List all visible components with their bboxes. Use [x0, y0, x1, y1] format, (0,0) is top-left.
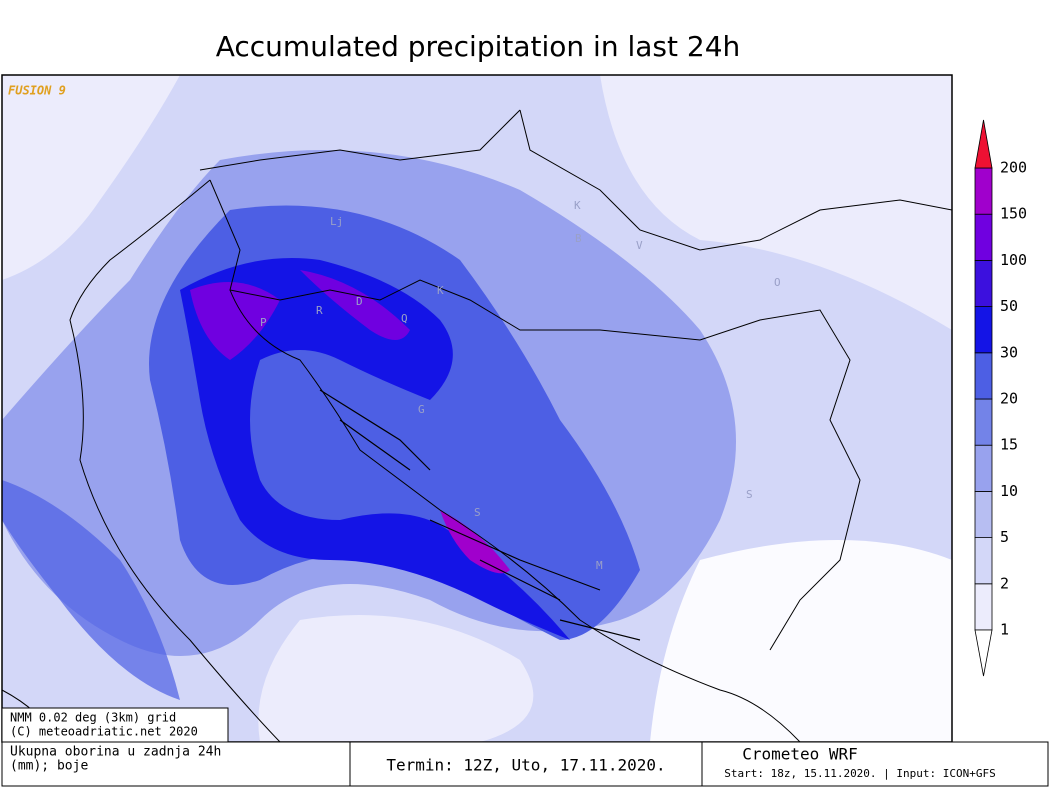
city-label: S	[474, 506, 481, 519]
coastline	[69, 179, 281, 742]
colorbar-band	[974, 213, 993, 261]
footer-description: Ukupna oborina u zadnja 24h	[10, 745, 221, 760]
city-label: D	[356, 295, 363, 308]
colorbar-band	[974, 444, 993, 492]
colorbar-label: 10	[1000, 482, 1018, 500]
very-heavy-area	[440, 510, 510, 574]
colorbar-band	[974, 167, 993, 215]
footer	[1, 741, 1049, 787]
title: Accumulated precipitation in last 24h	[216, 30, 741, 63]
watermark: FUSION 9	[8, 84, 66, 98]
colorbar-under	[974, 629, 993, 677]
border	[519, 109, 952, 251]
city-label: R	[316, 304, 323, 317]
very-heavy-area	[300, 270, 410, 340]
colorbar-label: 30	[1000, 343, 1018, 361]
light-area	[2, 75, 180, 280]
colorbar: 1 2 5 10 15 20 30 50 100 150 200	[974, 119, 1027, 677]
islands	[319, 389, 641, 641]
colorbar-over	[974, 119, 993, 169]
city-label: Lj	[330, 215, 343, 228]
city-label: M	[596, 559, 603, 572]
heavy-area	[180, 258, 570, 640]
city-label: G	[418, 403, 425, 416]
colorbar-label: 20	[1000, 390, 1018, 408]
very-heavy-area	[190, 282, 280, 360]
colorbar-band	[974, 398, 993, 446]
colorbar-label: 2	[1000, 574, 1009, 592]
city-label: K	[437, 284, 444, 297]
footer-model: Crometeo WRF	[742, 745, 858, 764]
city-label: V	[636, 239, 643, 252]
colorbar-label: 15	[1000, 436, 1018, 454]
copyright: (C) meteoadriatic.net 2020	[10, 725, 198, 739]
precip-field: Lj P R D K Q G S K B V O S M FUSION 9	[2, 75, 952, 742]
heavy-area	[2, 480, 180, 700]
grid-box	[1, 707, 229, 743]
light-area	[650, 540, 952, 742]
colorbar-label: 5	[1000, 528, 1009, 546]
city-label: P	[260, 316, 267, 329]
colorbar-label: 150	[1000, 205, 1027, 223]
coastline	[229, 289, 801, 742]
grid-info: NMM 0.02 deg (3km) grid	[10, 711, 176, 725]
city-label: B	[575, 232, 582, 245]
footer-description: (mm); boje	[10, 759, 88, 774]
city-label: O	[774, 276, 781, 289]
footer-start: Start: 18z, 15.11.2020. | Input: ICON+GF…	[724, 767, 996, 780]
border	[199, 109, 521, 171]
city-label: S	[746, 488, 753, 501]
colorbar-band	[974, 352, 993, 400]
colorbar-band	[974, 259, 993, 307]
city-label: Q	[401, 312, 408, 325]
colorbar-band	[974, 537, 993, 585]
colorbar-band	[974, 583, 993, 631]
border	[209, 179, 861, 651]
footer-termin: Termin: 12Z, Uto, 17.11.2020.	[386, 756, 665, 775]
colorbar-band	[974, 490, 993, 538]
colorbar-label: 100	[1000, 251, 1027, 269]
colorbar-label: 1	[1000, 621, 1009, 639]
city-label: K	[574, 199, 581, 212]
colorbar-label: 200	[1000, 159, 1027, 177]
colorbar-band	[974, 306, 993, 354]
light-area	[600, 75, 952, 330]
colorbar-label: 50	[1000, 297, 1018, 315]
light-area	[258, 615, 534, 742]
